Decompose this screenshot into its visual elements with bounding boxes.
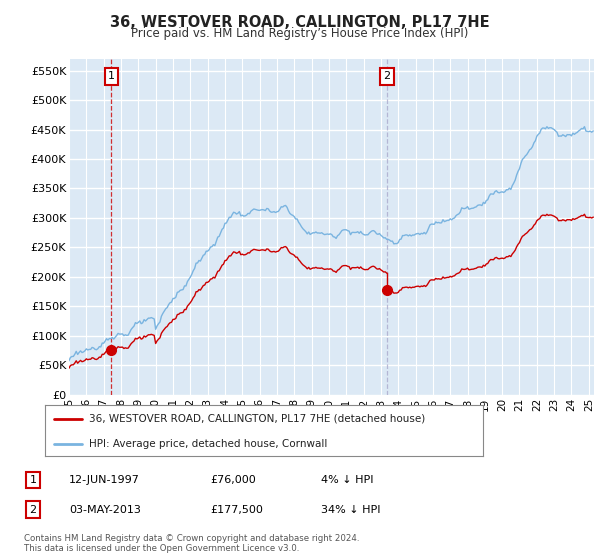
Text: 4% ↓ HPI: 4% ↓ HPI [321,475,373,485]
Text: 1: 1 [29,475,37,485]
Text: 03-MAY-2013: 03-MAY-2013 [69,505,141,515]
Text: 2: 2 [383,72,391,82]
Text: 1: 1 [108,72,115,82]
Text: 36, WESTOVER ROAD, CALLINGTON, PL17 7HE: 36, WESTOVER ROAD, CALLINGTON, PL17 7HE [110,15,490,30]
Text: HPI: Average price, detached house, Cornwall: HPI: Average price, detached house, Corn… [89,438,327,449]
Text: 36, WESTOVER ROAD, CALLINGTON, PL17 7HE (detached house): 36, WESTOVER ROAD, CALLINGTON, PL17 7HE … [89,414,425,424]
Text: 2: 2 [29,505,37,515]
Text: £177,500: £177,500 [210,505,263,515]
Text: Contains HM Land Registry data © Crown copyright and database right 2024.
This d: Contains HM Land Registry data © Crown c… [24,534,359,553]
Text: 12-JUN-1997: 12-JUN-1997 [69,475,140,485]
Text: Price paid vs. HM Land Registry’s House Price Index (HPI): Price paid vs. HM Land Registry’s House … [131,27,469,40]
Text: £76,000: £76,000 [210,475,256,485]
Text: 34% ↓ HPI: 34% ↓ HPI [321,505,380,515]
